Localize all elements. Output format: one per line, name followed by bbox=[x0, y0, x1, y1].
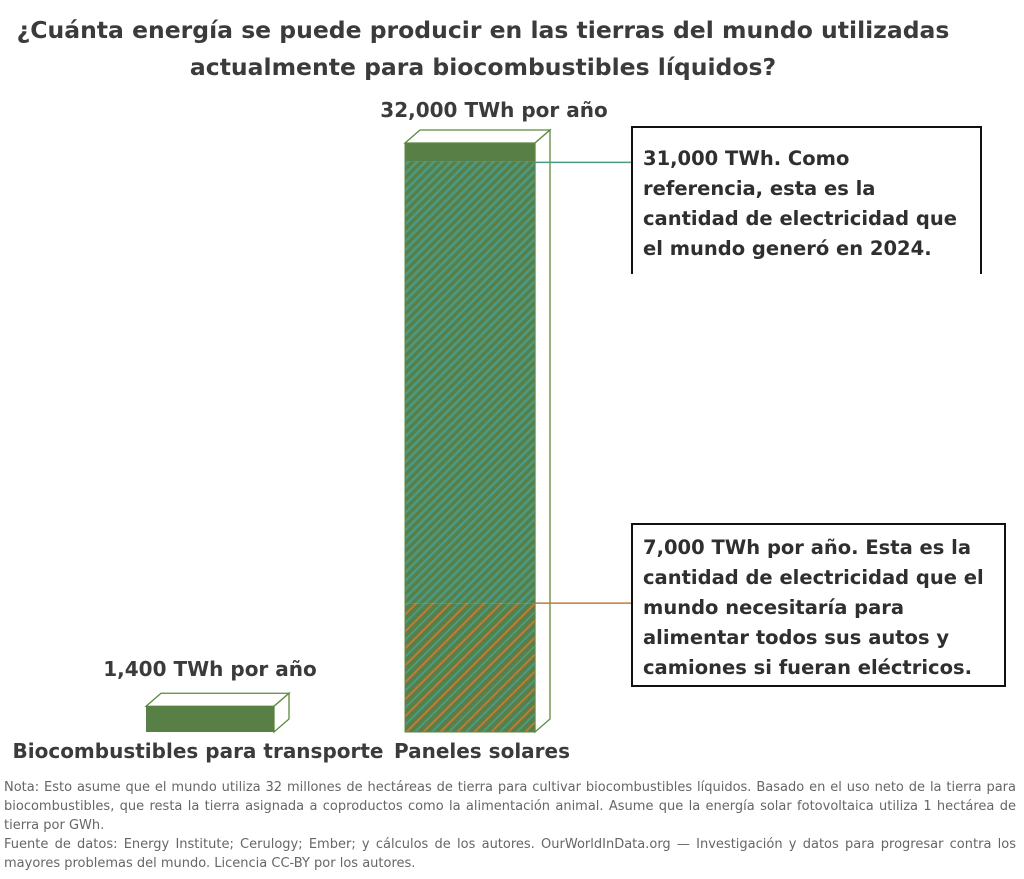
footer-notes: Nota: Esto asume que el mundo utiliza 32… bbox=[4, 778, 1016, 873]
annotation-ev-electricity: 7,000 TWh por año. Esta es la cantidad d… bbox=[631, 523, 1006, 687]
category-label-solar: Paneles solares bbox=[394, 739, 570, 763]
bar-segment-remaining bbox=[405, 143, 535, 162]
value-label-solar: 32,000 TWh por año bbox=[380, 98, 607, 122]
footer-source: Fuente de datos: Energy Institute; Cerul… bbox=[4, 837, 1016, 871]
annotation-electricity-2024-text: 31,000 TWh. Como referencia, esta es la … bbox=[643, 147, 957, 260]
chart-title: ¿Cuánta energía se puede producir en las… bbox=[0, 12, 966, 86]
annotation-ev-electricity-text: 7,000 TWh por año. Esta es la cantidad d… bbox=[643, 536, 984, 679]
bar-segment-electricity-2024 bbox=[405, 161, 535, 604]
value-label-biofuels: 1,400 TWh por año bbox=[103, 657, 317, 681]
footer-note: Nota: Esto asume que el mundo utiliza 32… bbox=[4, 780, 1016, 833]
bar-top-face bbox=[403, 129, 552, 144]
bar-front-biofuels bbox=[146, 706, 274, 732]
chart-title-line-2: actualmente para biocombustibles líquido… bbox=[189, 53, 777, 81]
bar-side-face bbox=[534, 128, 551, 734]
bar-solar bbox=[403, 128, 631, 734]
bar-top-face bbox=[144, 692, 291, 707]
annotation-electricity-2024: 31,000 TWh. Como referencia, esta es la … bbox=[631, 126, 982, 274]
chart-title-line-1: ¿Cuánta energía se puede producir en las… bbox=[16, 16, 950, 44]
category-label-biofuels: Biocombustibles para transporte bbox=[13, 739, 384, 763]
bar-front-outline bbox=[404, 142, 536, 733]
bar-biofuels bbox=[144, 691, 291, 734]
bar-segment-ev-transport bbox=[405, 603, 535, 732]
